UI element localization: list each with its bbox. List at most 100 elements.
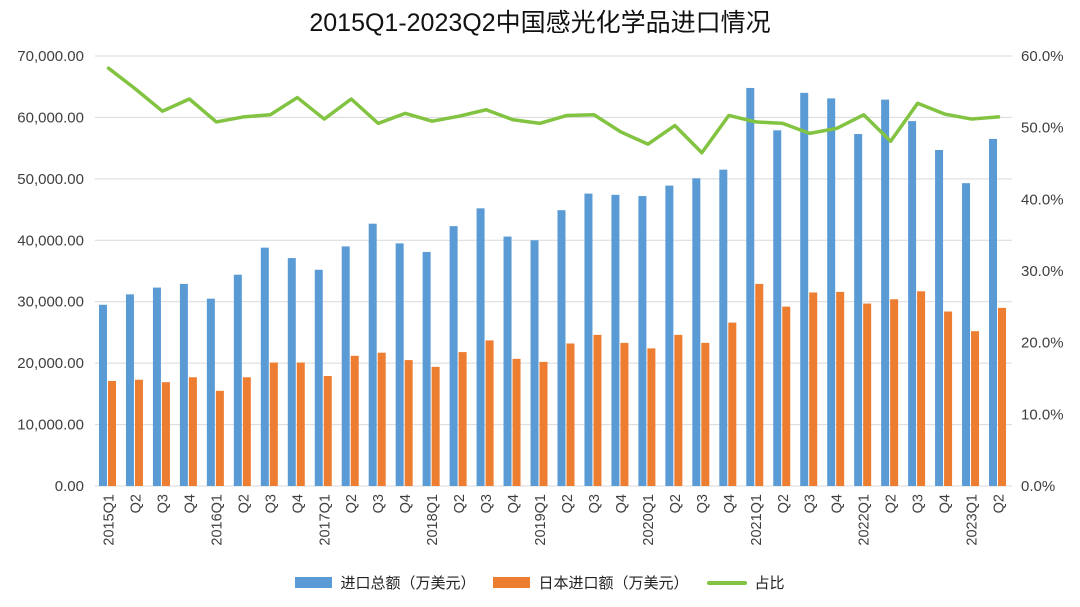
bar-japan bbox=[728, 322, 737, 486]
bar-total bbox=[962, 183, 971, 486]
x-axis-label: 2017Q1 bbox=[317, 494, 333, 546]
y-axis-right-label: 10.0% bbox=[1021, 406, 1064, 423]
y-axis-right-label: 0.0% bbox=[1021, 478, 1055, 495]
x-axis-label: Q4 bbox=[938, 494, 954, 513]
x-axis-label: Q2 bbox=[992, 494, 1008, 513]
bar-total bbox=[422, 251, 431, 486]
bar-total bbox=[881, 99, 890, 486]
bar-total bbox=[773, 130, 782, 487]
bar-japan bbox=[350, 355, 359, 486]
y-axis-left-label: 60,000.00 bbox=[17, 109, 84, 126]
legend-label-japan: 日本进口额（万美元） bbox=[538, 575, 689, 592]
x-axis-label: Q3 bbox=[263, 494, 279, 513]
bar-japan bbox=[782, 306, 791, 486]
bar-total bbox=[557, 210, 566, 486]
y-axis-left-label: 20,000.00 bbox=[17, 355, 84, 372]
x-axis-label: Q2 bbox=[668, 494, 684, 513]
bar-total bbox=[449, 226, 458, 486]
bar-japan bbox=[593, 334, 602, 486]
bar-japan bbox=[836, 291, 845, 486]
y-axis-right-label: 30.0% bbox=[1021, 263, 1064, 280]
bar-total bbox=[125, 294, 134, 486]
x-axis-label: Q2 bbox=[236, 494, 252, 513]
x-axis-label: Q4 bbox=[182, 494, 198, 513]
legend-label-ratio: 占比 bbox=[754, 575, 785, 592]
x-axis-label: Q4 bbox=[614, 494, 630, 513]
bar-japan bbox=[161, 382, 170, 486]
bar-total bbox=[260, 247, 269, 486]
bar-japan bbox=[539, 361, 548, 486]
x-axis-label: 2022Q1 bbox=[857, 494, 873, 546]
bar-japan bbox=[917, 291, 926, 486]
bar-total bbox=[908, 121, 917, 486]
bar-japan bbox=[944, 311, 953, 486]
x-axis-label: Q3 bbox=[695, 494, 711, 513]
bar-total bbox=[476, 208, 485, 487]
y-axis-right-label: 40.0% bbox=[1021, 191, 1064, 208]
bar-japan bbox=[755, 283, 764, 486]
x-axis-label: Q4 bbox=[506, 494, 522, 513]
bar-japan bbox=[701, 342, 710, 486]
legend-swatch-total bbox=[295, 577, 333, 588]
x-axis-label: Q3 bbox=[587, 494, 603, 513]
x-axis-label: Q2 bbox=[344, 494, 360, 513]
x-axis-label: Q3 bbox=[155, 494, 171, 513]
bar-total bbox=[503, 236, 512, 486]
bar-japan bbox=[890, 299, 899, 486]
bar-japan bbox=[215, 390, 224, 486]
x-axis-label: 2021Q1 bbox=[749, 494, 765, 546]
bar-japan bbox=[566, 343, 575, 486]
bar-japan bbox=[323, 376, 332, 486]
x-axis-label: Q4 bbox=[290, 494, 306, 513]
legend: 进口总额（万美元） 日本进口额（万美元） 占比 bbox=[0, 572, 1080, 593]
bar-japan bbox=[971, 331, 980, 486]
bar-total bbox=[233, 274, 242, 486]
bar-total bbox=[800, 92, 809, 486]
x-axis-label: 2015Q1 bbox=[101, 494, 117, 546]
legend-item-ratio: 占比 bbox=[706, 572, 785, 593]
y-axis-right-label: 20.0% bbox=[1021, 335, 1064, 352]
bar-japan bbox=[404, 360, 413, 486]
bar-japan bbox=[647, 348, 656, 486]
bar-total bbox=[746, 87, 755, 486]
legend-label-total: 进口总额（万美元） bbox=[340, 575, 476, 592]
bar-japan bbox=[809, 292, 818, 486]
bar-total bbox=[341, 246, 350, 486]
bar-japan bbox=[485, 340, 494, 486]
bar-total bbox=[152, 287, 161, 486]
y-axis-left-label: 0.00 bbox=[55, 478, 84, 495]
x-axis-label: Q2 bbox=[776, 494, 792, 513]
legend-item-total: 进口总额（万美元） bbox=[295, 572, 475, 593]
x-axis-label: 2020Q1 bbox=[641, 494, 657, 546]
legend-swatch-japan bbox=[493, 577, 531, 588]
bar-total bbox=[206, 298, 215, 486]
bar-total bbox=[665, 185, 674, 486]
bar-total bbox=[692, 178, 701, 486]
x-axis-label: Q4 bbox=[722, 494, 738, 513]
x-axis-label: Q2 bbox=[884, 494, 900, 513]
bar-total bbox=[287, 258, 296, 486]
bar-total bbox=[719, 169, 728, 486]
x-axis-label: Q3 bbox=[911, 494, 927, 513]
y-axis-right-label: 50.0% bbox=[1021, 120, 1064, 137]
bar-total bbox=[368, 223, 377, 486]
x-axis-label: Q2 bbox=[560, 494, 576, 513]
x-axis-label: Q3 bbox=[479, 494, 495, 513]
bar-total bbox=[395, 243, 404, 486]
y-axis-left-label: 70,000.00 bbox=[17, 48, 84, 65]
bar-total bbox=[935, 149, 944, 486]
y-axis-left-label: 30,000.00 bbox=[17, 294, 84, 311]
legend-item-japan: 日本进口额（万美元） bbox=[493, 572, 689, 593]
x-axis-label: 2019Q1 bbox=[533, 494, 549, 546]
bar-japan bbox=[107, 380, 116, 486]
bar-total bbox=[530, 240, 539, 486]
ratio-line bbox=[106, 66, 1001, 155]
bar-total bbox=[179, 283, 188, 486]
x-axis-label: Q2 bbox=[452, 494, 468, 513]
bar-japan bbox=[458, 352, 467, 486]
bar-total bbox=[854, 134, 863, 486]
bar-japan bbox=[512, 358, 521, 486]
chart-title: 2015Q1-2023Q2中国感光化学品进口情况 bbox=[309, 9, 771, 37]
y-axis-left-label: 10,000.00 bbox=[17, 417, 84, 434]
